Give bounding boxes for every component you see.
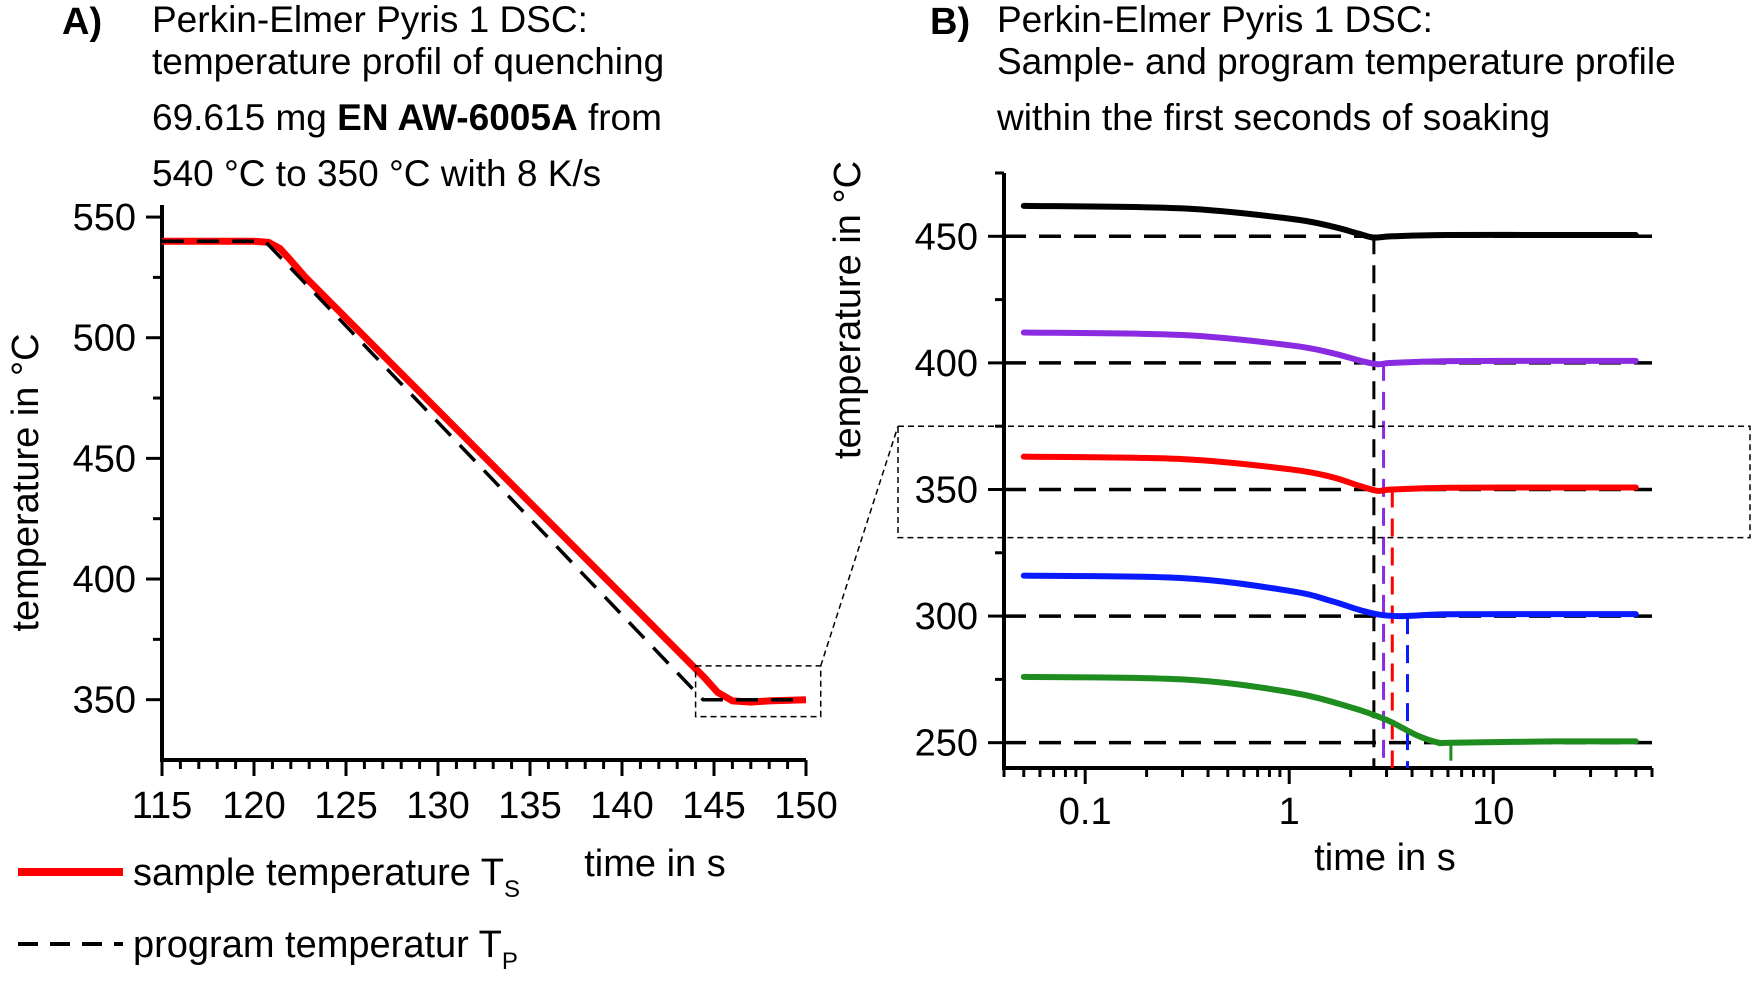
panel-a-title-line3-post: from <box>578 97 662 138</box>
b-zoom-box <box>897 425 1751 539</box>
zoom-connector-line <box>820 425 899 667</box>
a-y-tick-label: 500 <box>73 318 136 360</box>
a-zoom-box <box>694 665 822 718</box>
panel-b-title-line1: Perkin-Elmer Pyris 1 DSC: <box>997 0 1433 40</box>
a-y-tick-label: 450 <box>73 438 136 480</box>
b-x-tick-label: 1 <box>1279 791 1300 833</box>
a-program-temperature-line <box>162 239 806 702</box>
b-y-tick-label: 300 <box>915 596 978 638</box>
b-y-tick-label: 250 <box>915 723 978 765</box>
panel-b-label: B) <box>930 1 970 43</box>
a-y-axis-label: temperature in °C <box>5 333 47 631</box>
a-x-tick-label: 130 <box>406 785 469 827</box>
a-y-tick-label: 350 <box>73 680 136 722</box>
chart-a: 115 120 125 130 135 140 145 150 350 400 450 500 550 t… <box>5 197 838 885</box>
b-sample-curve <box>1020 453 1639 494</box>
a-y-tick-label: 550 <box>73 197 136 239</box>
b-sample-curve <box>1020 673 1639 747</box>
legend-sample-sub: S <box>504 876 520 903</box>
panel-a-title-line3: 69.615 mg EN AW-6005A from <box>152 97 662 138</box>
a-x-tick-label: 115 <box>132 785 193 827</box>
b-y-tick-label: 400 <box>915 343 978 385</box>
legend-sample-label: sample temperature TS <box>133 852 520 903</box>
legend-sample-text: sample temperature T <box>133 852 504 894</box>
a-x-tick-label: 140 <box>590 785 653 827</box>
a-x-tick-label: 145 <box>682 785 745 827</box>
panel-b-title-line3: within the first seconds of soaking <box>996 97 1550 138</box>
legend-program-label: program temperatur TP <box>133 924 518 975</box>
a-x-tick-label: 135 <box>498 785 561 827</box>
panel-a-title-line4: 540 °C to 350 °C with 8 K/s <box>152 153 601 194</box>
a-x-tick-label: 120 <box>222 785 285 827</box>
legend-program-sub: P <box>502 948 518 975</box>
a-y-tick-label: 400 <box>73 559 136 601</box>
panel-a-title-line1: Perkin-Elmer Pyris 1 DSC: <box>152 0 588 40</box>
b-y-axis-label: temperature in °C <box>827 161 869 459</box>
panel-a-title-line3-pre: 69.615 mg <box>152 97 337 138</box>
b-sample-curve <box>1020 572 1639 620</box>
b-sample-curve <box>1020 329 1639 368</box>
b-sample-curve <box>1020 202 1639 241</box>
a-x-axis-label: time in s <box>584 843 725 885</box>
a-sample-temperature-line <box>162 237 807 706</box>
b-x-axis-label: time in s <box>1314 837 1455 879</box>
panel-a-label: A) <box>62 1 102 43</box>
legend: sample temperature TS program temperatur… <box>18 852 520 975</box>
legend-program-text: program temperatur T <box>133 924 502 966</box>
b-x-tick-label: 0.1 <box>1059 791 1112 833</box>
a-x-tick-label: 125 <box>314 785 377 827</box>
b-x-tick-label: 10 <box>1472 791 1514 833</box>
zoom-connector <box>820 425 899 667</box>
b-y-tick-label: 350 <box>915 469 978 511</box>
panel-a-title-line3-bold: EN AW-6005A <box>337 97 578 138</box>
b-y-tick-label: 450 <box>915 216 978 258</box>
a-x-tick-label: 150 <box>774 785 837 827</box>
panel-b-title-line2: Sample- and program temperature profile <box>997 41 1676 82</box>
panel-a-title-line2: temperature profil of quenching <box>152 41 664 82</box>
chart-b: 0.1 1 10 250 300 350 400 450 time in s temperatur… <box>827 161 1751 879</box>
